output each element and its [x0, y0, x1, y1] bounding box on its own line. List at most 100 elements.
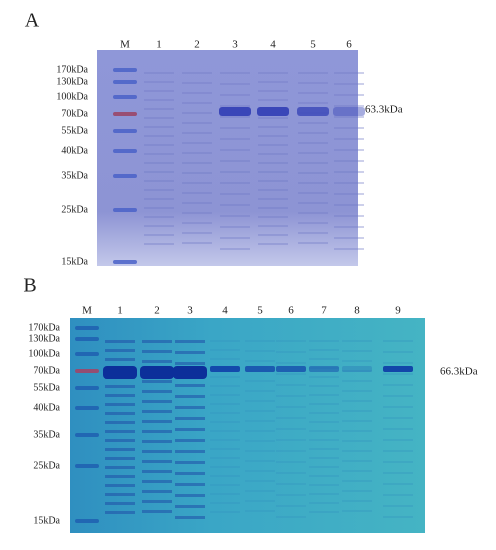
smear-band	[383, 483, 413, 485]
smear-band	[220, 138, 250, 140]
smear-band	[309, 502, 339, 504]
lane-label: 4	[222, 305, 228, 317]
smear-band	[383, 439, 413, 441]
smear-band	[105, 484, 135, 487]
ladder-band	[75, 369, 99, 373]
smear-band	[220, 193, 250, 195]
smear-band	[334, 105, 364, 107]
smear-band	[210, 358, 240, 360]
ladder-band	[75, 464, 99, 468]
smear-band	[276, 472, 306, 474]
smear-band	[383, 461, 413, 463]
smear-band	[309, 358, 339, 360]
bands	[75, 68, 413, 523]
smear-band	[142, 410, 172, 413]
smear-band	[334, 72, 364, 74]
smear-band	[220, 226, 250, 228]
marker-label: 55kDa	[61, 125, 88, 136]
ladder-band	[113, 129, 137, 133]
smear-band	[175, 428, 205, 431]
smear-band	[298, 152, 328, 154]
smear-band	[258, 189, 288, 191]
smear-band	[245, 470, 275, 472]
smear-band	[276, 362, 306, 364]
smear-band	[309, 430, 339, 432]
smear-band	[144, 81, 174, 83]
smear-band	[182, 142, 212, 144]
target-band	[245, 366, 275, 372]
smear-band	[220, 248, 250, 250]
smear-band	[182, 112, 212, 114]
lane-label: 2	[194, 39, 200, 51]
smear-band	[276, 340, 306, 342]
smear-band	[175, 395, 205, 398]
lane-label: M	[120, 39, 130, 51]
smear-band	[309, 340, 339, 342]
smear-band	[334, 204, 364, 206]
ladder-band	[75, 519, 99, 523]
marker-label: 40kDa	[61, 145, 88, 156]
ladder-band	[113, 112, 137, 116]
smear-band	[276, 439, 306, 441]
ladder-band	[113, 95, 137, 99]
smear-band	[342, 420, 372, 422]
smear-band	[105, 385, 135, 388]
smear-band	[182, 182, 212, 184]
smear-band	[258, 171, 288, 173]
smear-band	[175, 351, 205, 354]
smear-band	[144, 117, 174, 119]
smear-band	[276, 417, 306, 419]
smear-band	[298, 82, 328, 84]
smear-band	[245, 400, 275, 402]
smear-band	[334, 215, 364, 217]
smear-band	[298, 142, 328, 144]
smear-band	[220, 72, 250, 74]
smear-band	[309, 385, 339, 387]
gel-b	[70, 318, 425, 533]
lane-label: 6	[346, 39, 352, 51]
lane-label: 9	[395, 305, 401, 317]
gel-a	[97, 50, 358, 266]
smear-band	[182, 242, 212, 244]
smear-band	[142, 440, 172, 443]
smear-band	[309, 466, 339, 468]
target-band	[383, 366, 413, 372]
smear-band	[342, 490, 372, 492]
smear-band	[142, 450, 172, 453]
smear-band	[105, 349, 135, 352]
smear-band	[276, 483, 306, 485]
lane-label: 3	[187, 305, 193, 317]
smear-band	[258, 198, 288, 200]
smear-band	[342, 370, 372, 372]
lane-label: M	[82, 305, 92, 317]
smear-band	[245, 480, 275, 482]
smear-band	[334, 248, 364, 250]
smear-band	[105, 394, 135, 397]
smear-band	[276, 450, 306, 452]
smear-band	[210, 457, 240, 459]
smear-band	[298, 102, 328, 104]
smear-band	[298, 132, 328, 134]
target-band	[210, 366, 240, 372]
smear-band	[298, 172, 328, 174]
smear-band	[142, 430, 172, 433]
smear-band	[309, 448, 339, 450]
smear-band	[309, 376, 339, 378]
smear-band	[383, 505, 413, 507]
smear-band	[276, 395, 306, 397]
smear-band	[309, 475, 339, 477]
smear-band	[276, 373, 306, 375]
smear-band	[220, 149, 250, 151]
target-band	[297, 107, 329, 116]
smear-band	[258, 90, 288, 92]
smear-band	[258, 180, 288, 182]
marker-label: 170kDa	[56, 64, 88, 75]
smear-band	[298, 192, 328, 194]
smear-band	[175, 494, 205, 497]
smear-band	[142, 500, 172, 503]
smear-band	[144, 225, 174, 227]
smear-band	[105, 493, 135, 496]
lane-label: 3	[232, 39, 238, 51]
marker-label: 25kDa	[61, 204, 88, 215]
lane-label: 2	[154, 305, 160, 317]
